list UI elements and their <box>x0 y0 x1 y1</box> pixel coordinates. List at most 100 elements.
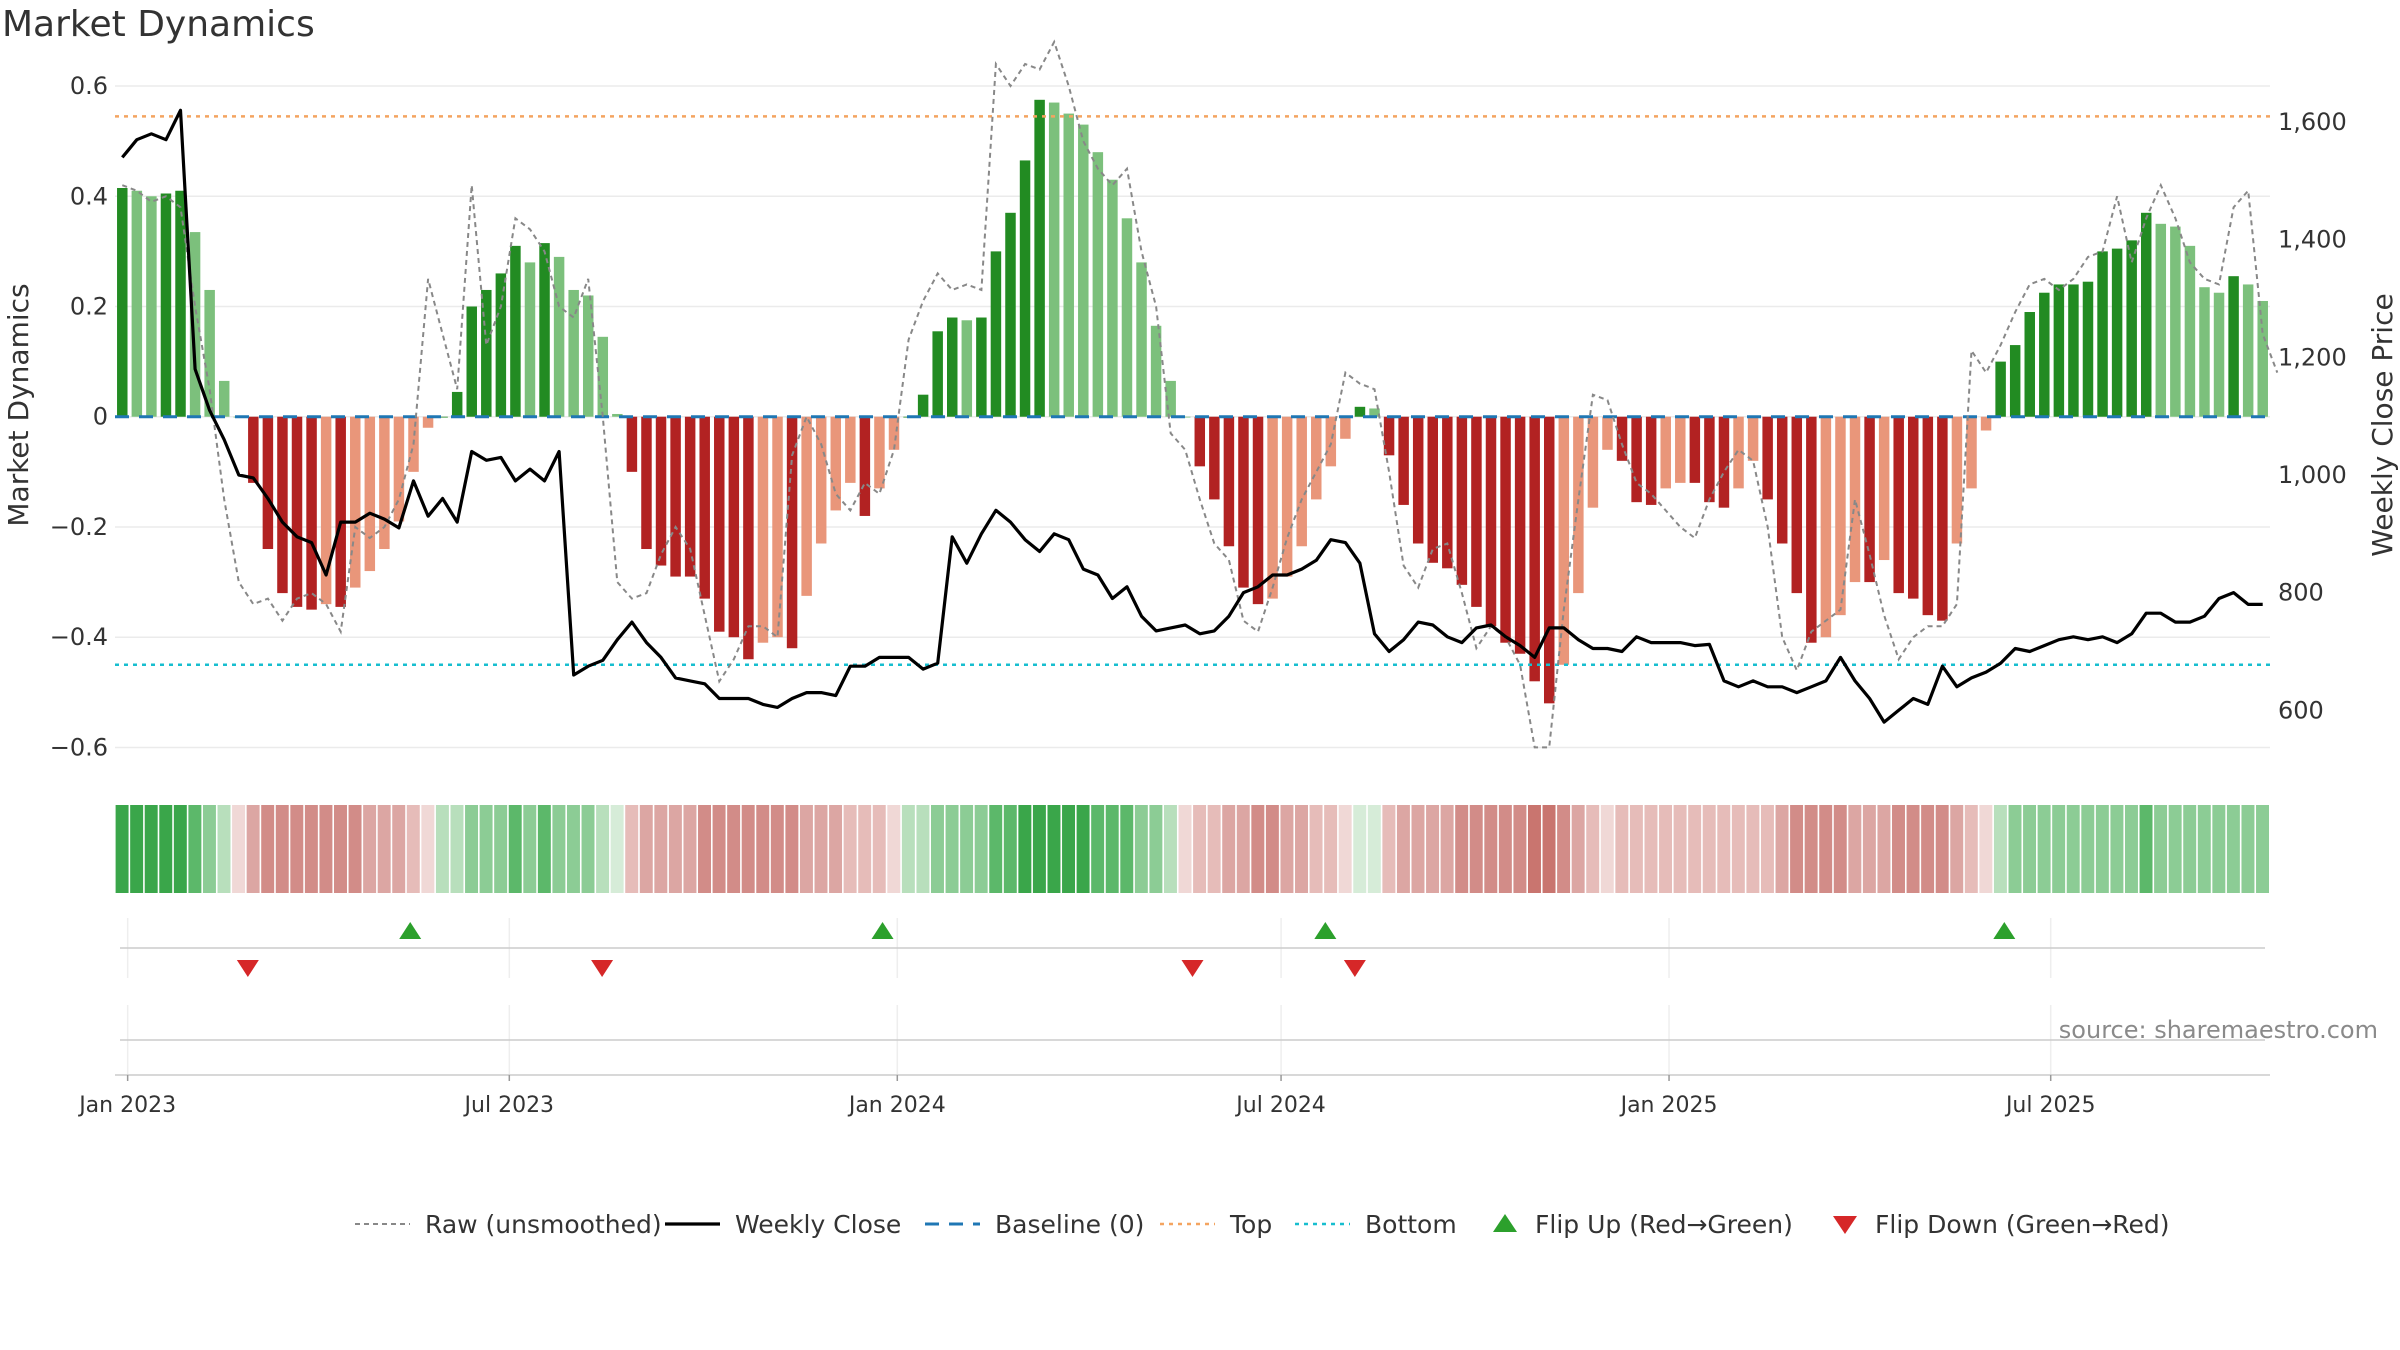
shading-cell <box>916 805 930 893</box>
dynamics-bar <box>160 193 172 417</box>
shading-cell <box>2212 805 2226 893</box>
shading-cell <box>334 805 347 893</box>
shading-cell <box>450 805 464 893</box>
shading-cell <box>1659 805 1673 893</box>
shading-cell <box>465 805 479 893</box>
dynamics-bar <box>1398 416 1409 505</box>
dynamics-bar <box>2097 251 2108 417</box>
shading-cell <box>1265 805 1279 893</box>
shading-cell <box>217 805 231 893</box>
shading-cell <box>989 805 1003 893</box>
shading-cell <box>1396 805 1410 893</box>
shading-cell <box>1076 805 1090 893</box>
dynamics-bar <box>2082 281 2094 417</box>
dynamics-bar <box>1587 416 1599 508</box>
shading-cell <box>683 805 697 893</box>
shading-cell <box>115 805 129 893</box>
shading-cell <box>1862 805 1876 893</box>
dynamics-bar <box>641 416 652 550</box>
shading-cell <box>858 805 872 893</box>
shading-cell <box>363 805 377 893</box>
bottom-panel: source: sharemaestro.com <box>115 1005 2378 1076</box>
dynamics-bar <box>1806 416 1817 643</box>
dynamics-bar <box>2184 245 2196 417</box>
dynamics-bar <box>932 331 943 417</box>
shading-cell <box>1498 805 1512 893</box>
shading-cell <box>130 805 144 893</box>
shading-cell <box>348 805 362 893</box>
shading-cell <box>1455 805 1469 893</box>
shading-cell <box>2183 805 2197 893</box>
dynamics-bar <box>1718 416 1730 508</box>
dynamics-bar <box>277 416 288 594</box>
dynamics-bar <box>2170 226 2181 417</box>
flip-up-marker <box>871 922 894 939</box>
dynamics-bar <box>2213 292 2225 417</box>
shading-cell <box>1105 805 1119 893</box>
dynamics-bar <box>495 273 507 417</box>
shading-cell <box>1178 805 1192 893</box>
shading-cell <box>377 805 391 893</box>
shading-cell <box>566 805 580 893</box>
legend-item-close: Weekly Close <box>665 1210 901 1239</box>
shading-cell <box>1236 805 1250 893</box>
shading-cell <box>945 805 959 893</box>
dynamics-bar <box>117 187 128 417</box>
shading-cell <box>2139 805 2153 893</box>
dynamics-bar <box>728 416 740 638</box>
shading-cell <box>1964 805 1978 893</box>
shading-cell <box>1207 805 1221 893</box>
dynamics-bar <box>1442 416 1453 569</box>
dynamics-bar <box>1471 416 1482 607</box>
legend-label: Top <box>1229 1210 1272 1239</box>
dynamics-bar <box>1791 416 1803 594</box>
dynamics-bar <box>1296 416 1307 547</box>
dynamics-bar <box>1107 179 1118 417</box>
right-tick-label: 600 <box>2278 696 2324 724</box>
dynamics-bar <box>1194 416 1206 467</box>
shading-cell <box>1062 805 1076 893</box>
shading-cell <box>1746 805 1760 893</box>
shading-cell <box>1702 805 1716 893</box>
shading-cell <box>799 805 813 893</box>
dynamics-bar <box>2155 223 2167 417</box>
left-tick-label: 0.2 <box>70 292 108 320</box>
shading-cell <box>872 805 886 893</box>
shading-cell <box>1993 805 2007 893</box>
dynamics-bar <box>350 416 361 588</box>
dynamics-bar <box>189 232 201 417</box>
dynamics-bar <box>1311 416 1322 500</box>
shading-cell <box>2256 805 2269 893</box>
dynamics-bar <box>2126 240 2137 417</box>
dynamics-bar <box>626 416 638 472</box>
shading-cell <box>1469 805 1483 893</box>
legend-swatch <box>1493 1214 1517 1232</box>
dynamics-bar <box>1383 416 1395 456</box>
shading-cell <box>2037 805 2051 893</box>
raw-series <box>121 39 2279 749</box>
dynamics-bar <box>1835 416 1846 616</box>
dynamics-bar <box>568 289 579 417</box>
left-tick-label: −0.6 <box>50 733 108 761</box>
shading-cell <box>1382 805 1396 893</box>
shading-cell <box>159 805 173 893</box>
dynamics-bars <box>117 99 2268 704</box>
shading-cell <box>1309 805 1323 893</box>
shading-cell <box>1222 805 1236 893</box>
dynamics-bar <box>1150 325 1162 417</box>
flip-up-marker <box>399 922 422 939</box>
shading-cell <box>1003 805 1017 893</box>
shading-cell <box>202 805 216 893</box>
left-tick-label: 0.4 <box>70 182 108 210</box>
legend-label: Baseline (0) <box>995 1210 1144 1239</box>
dynamics-bar <box>2053 284 2065 417</box>
dynamics-bar <box>1485 416 1497 627</box>
dynamics-bar <box>845 416 856 483</box>
flip-markers-panel <box>120 918 2265 978</box>
x-tick-label: Jul 2025 <box>2004 1093 2096 1118</box>
legend-label: Bottom <box>1365 1210 1457 1239</box>
dynamics-bar <box>1165 380 1176 417</box>
shading-cell <box>1411 805 1425 893</box>
dynamics-bar <box>1558 416 1570 665</box>
